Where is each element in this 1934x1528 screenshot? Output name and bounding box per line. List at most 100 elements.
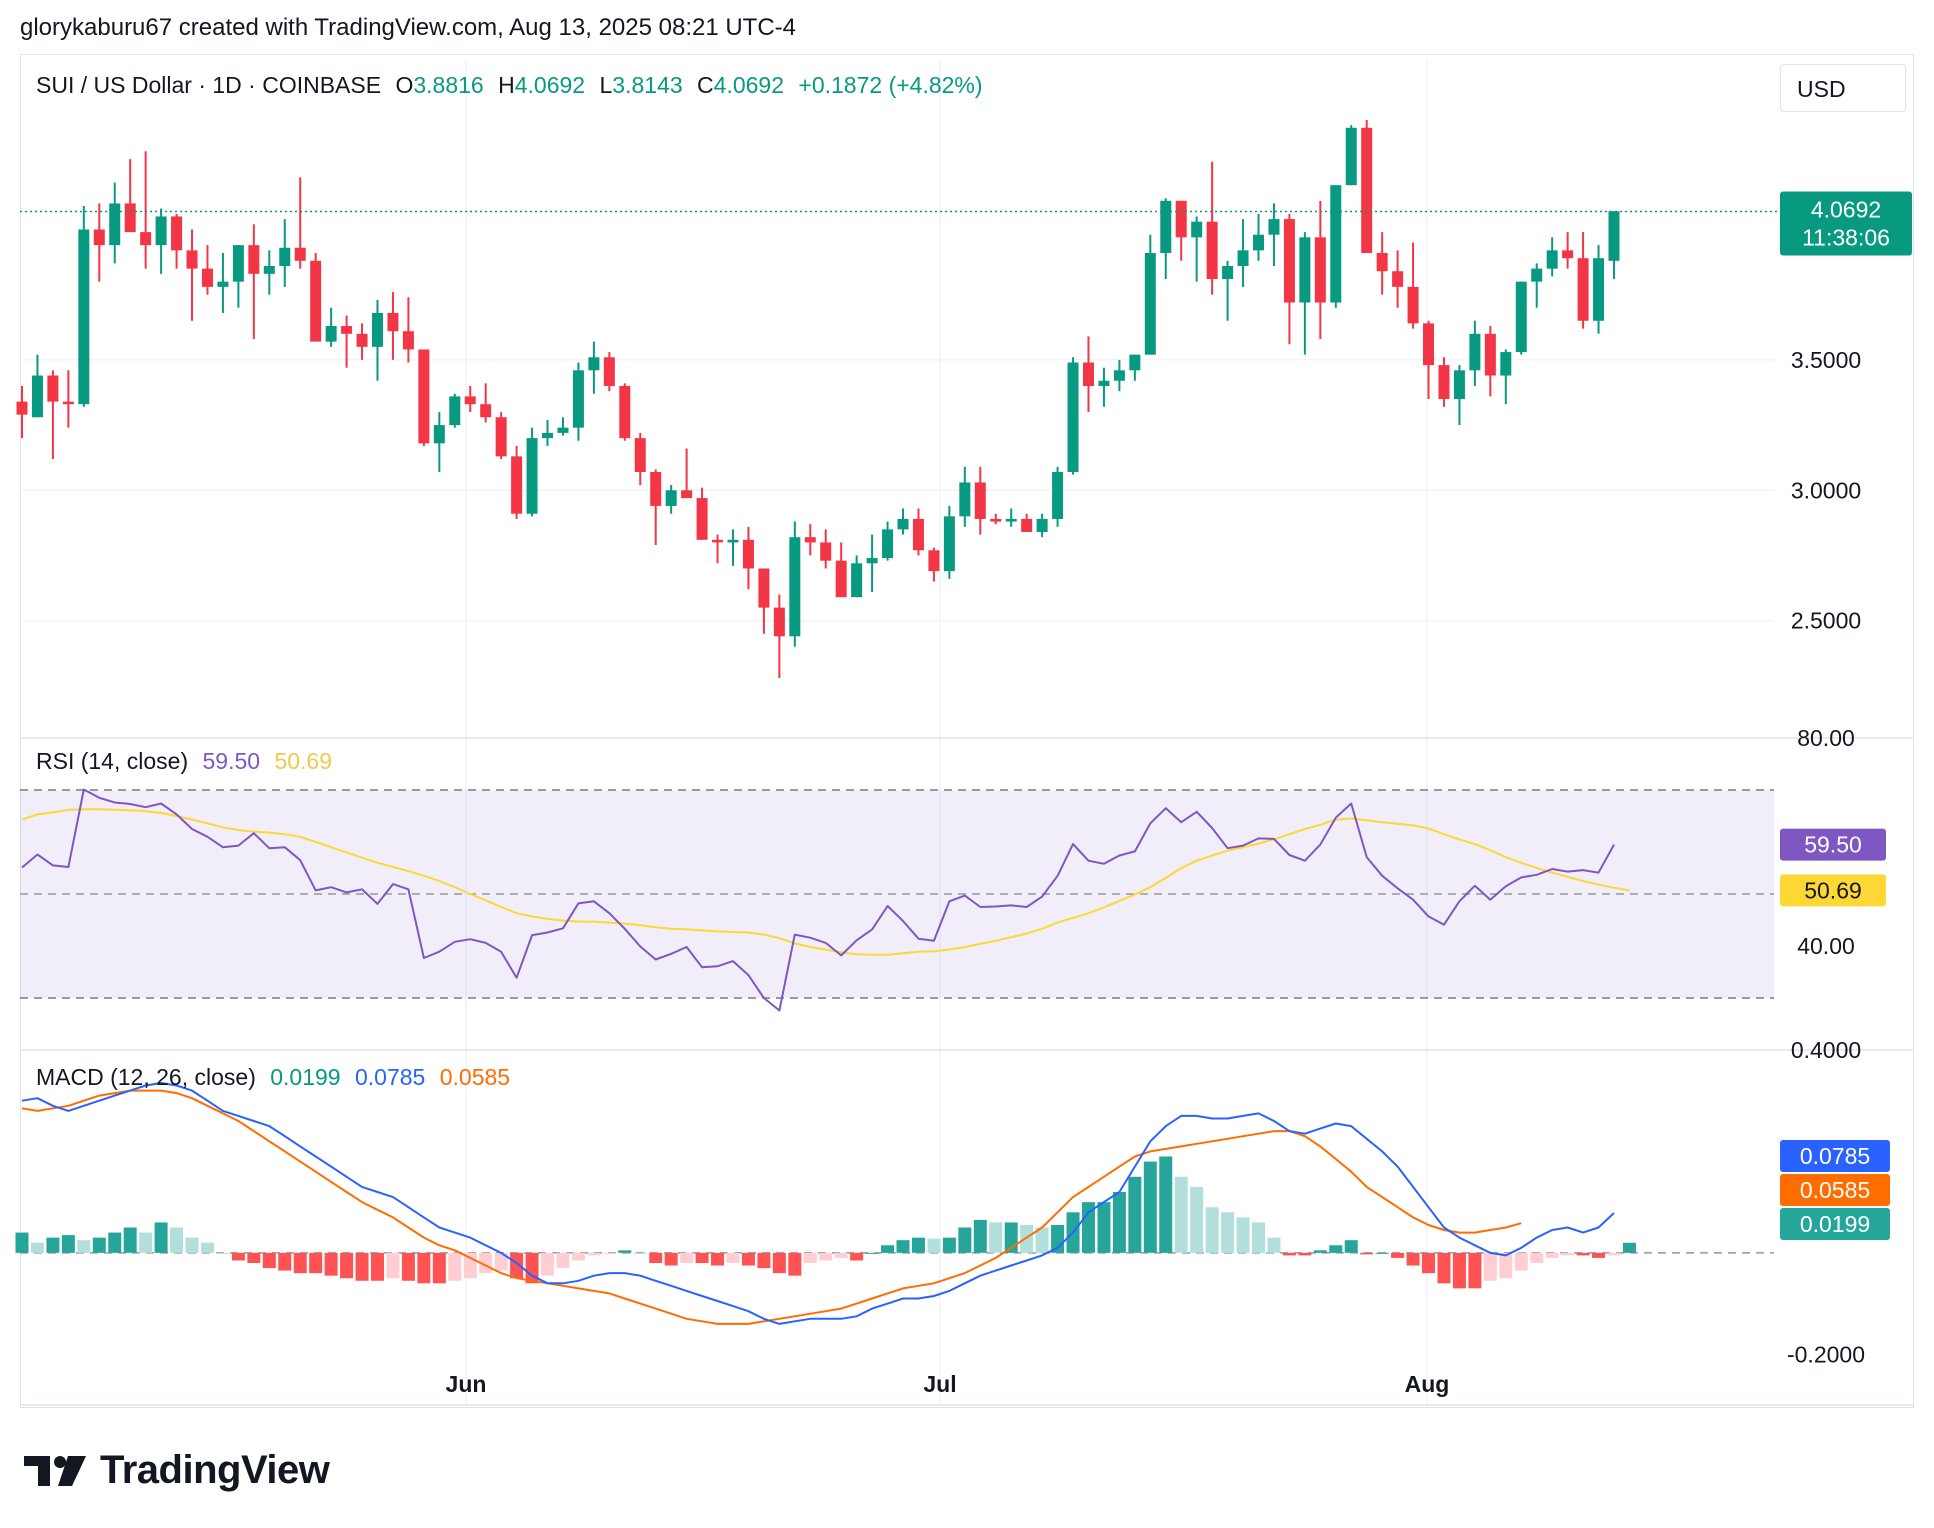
tradingview-wordmark: TradingView [100,1448,330,1492]
macd-histogram-bar [154,1222,168,1253]
symbol-label[interactable]: SUI / US Dollar · 1D · COINBASE [36,72,382,98]
macd-histogram-bar [1437,1252,1451,1284]
macd-histogram-bar [1452,1252,1466,1289]
price-tick-label: 2.5000 [1791,608,1861,634]
candle-body [773,607,785,637]
macd-histogram-bar [1236,1217,1250,1253]
candle-body [619,385,631,439]
close-value: C4.0692 [697,72,785,98]
macd-histogram-bar [340,1252,354,1279]
macd-histogram-bar [170,1227,184,1253]
rsi-ma-value-tag-text: 50.69 [1804,877,1862,903]
macd-histogram-bar [370,1252,384,1281]
candle-body [1206,221,1218,280]
candle-body [1237,250,1249,267]
candle-body [371,312,383,347]
macd-histogram-bar [417,1252,431,1284]
macd-histogram-bar [726,1252,740,1263]
candle-body [557,427,569,433]
macd-histogram-bar [309,1252,323,1274]
macd-histogram-bar [618,1250,632,1253]
candle-body [16,401,28,415]
candle-body [588,357,600,371]
candle-body [480,404,492,418]
macd-histogram-bar [247,1252,261,1263]
candle-body [727,539,739,543]
time-tick-label: Jun [446,1371,487,1397]
macd-histogram-bar [865,1252,879,1254]
macd-histogram-bar [1159,1156,1173,1253]
candle-body [1593,258,1605,321]
macd-histogram-bar [741,1252,755,1266]
macd-histogram-bar [1499,1252,1513,1279]
candle-body [1330,185,1342,303]
macd-histogram-bar [649,1252,663,1263]
candle-body [1407,286,1419,324]
macd-histogram-bar [139,1232,153,1253]
candle-body [1438,365,1450,399]
candle-body [835,560,847,598]
candle-body [1469,333,1481,371]
rsi-ma-value: 50.69 [274,748,333,774]
candle-body [1608,211,1620,261]
macd-histogram-bar [293,1252,307,1274]
macd-histogram-bar [494,1252,508,1271]
candle-body [109,203,121,246]
macd-histogram-bar [1112,1192,1126,1253]
candle-body [882,529,894,559]
last-price-tag [1780,191,1912,256]
candle-body [959,482,971,517]
macd-histogram-bar [911,1237,925,1253]
macd-histogram-bar [1081,1202,1095,1253]
macd-histogram-bar [1252,1222,1266,1253]
macd-histogram-bar [803,1252,817,1263]
macd-histogram-bar [680,1252,694,1263]
macd-histogram-bar [30,1242,44,1253]
candle-body [943,516,955,572]
candle-body [1067,362,1079,473]
candle-body [572,370,584,428]
candle-body [820,542,832,561]
candle-body [263,266,275,274]
macd-legend: MACD (12, 26, close) 0.0199 0.0785 0.058… [36,1064,518,1091]
rsi-line [21,788,1615,1012]
macd-histogram-bar [834,1252,848,1258]
rsi-label[interactable]: RSI (14, close) [36,748,189,774]
macd-signal-tag [1780,1174,1890,1206]
macd-histogram-bar [1298,1252,1312,1256]
macd-histogram-bar [92,1237,106,1253]
candle-body [433,425,445,444]
macd-histogram-bar [432,1252,446,1284]
macd-line [21,1082,1615,1325]
candle-body [681,490,693,499]
candle-body [990,518,1002,522]
macd-histogram-bar [1468,1252,1482,1289]
macd-histogram-bar [1282,1252,1296,1256]
candle-body [140,232,152,246]
rsi-ma-value-tag [1780,874,1886,907]
macd-label[interactable]: MACD (12, 26, close) [36,1064,256,1090]
candle-body [279,247,291,267]
candle-body [1453,370,1465,399]
time-tick-label: Aug [1405,1371,1450,1397]
price-tick-label: 3.5000 [1791,347,1861,373]
candle-body [804,537,816,543]
macd-histogram-bar [525,1252,539,1284]
macd-histogram-bar [881,1245,895,1253]
macd-histogram-bar [1514,1252,1528,1271]
rsi-legend: RSI (14, close) 59.50 50.69 [36,748,340,775]
candle-body [248,245,260,274]
macd-signal-line [21,1089,1522,1325]
macd-histogram-bar [587,1252,601,1256]
macd-histogram-bar [1174,1176,1188,1253]
candle-body [418,349,430,444]
candle-body [634,438,646,473]
macd-histogram-bar [927,1238,941,1253]
candle-body [387,312,399,332]
macd-value-tag-text: 0.0785 [1800,1143,1870,1169]
candle-body [1098,380,1110,386]
candle-body [171,216,183,251]
currency-selector[interactable]: USD [1780,64,1906,112]
candle-body [511,456,523,514]
